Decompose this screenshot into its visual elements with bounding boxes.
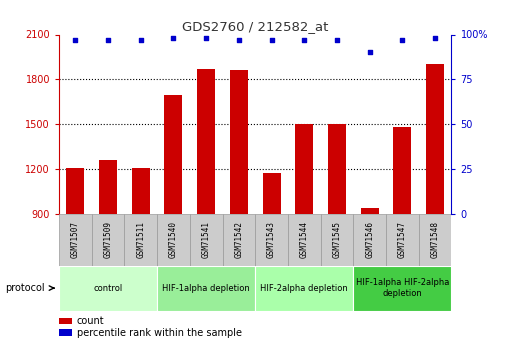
Point xyxy=(169,35,177,41)
Text: GSM71542: GSM71542 xyxy=(234,221,243,258)
Point xyxy=(333,37,341,43)
Text: HIF-1alpha depletion: HIF-1alpha depletion xyxy=(162,284,250,293)
Bar xyxy=(59,318,72,324)
Bar xyxy=(353,266,451,311)
Bar xyxy=(230,70,248,214)
Bar xyxy=(295,124,313,214)
Bar xyxy=(190,214,223,266)
Bar xyxy=(165,95,183,214)
Text: GSM71545: GSM71545 xyxy=(332,221,342,258)
Text: control: control xyxy=(93,284,123,293)
Text: GSM71507: GSM71507 xyxy=(71,221,80,258)
Bar xyxy=(393,127,411,214)
Bar xyxy=(288,214,321,266)
Text: percentile rank within the sample: percentile rank within the sample xyxy=(77,328,242,337)
Point xyxy=(366,50,374,55)
Bar xyxy=(223,214,255,266)
Text: HIF-2alpha depletion: HIF-2alpha depletion xyxy=(261,284,348,293)
Point xyxy=(398,37,406,43)
Point xyxy=(136,37,145,43)
Bar xyxy=(59,329,72,336)
Bar xyxy=(124,214,157,266)
Point xyxy=(71,37,80,43)
Bar xyxy=(263,173,281,214)
Text: GSM71543: GSM71543 xyxy=(267,221,276,258)
Bar xyxy=(132,168,150,214)
Bar xyxy=(197,69,215,214)
Text: GSM71540: GSM71540 xyxy=(169,221,178,258)
Bar xyxy=(361,208,379,214)
Text: GSM71548: GSM71548 xyxy=(430,221,440,258)
Bar xyxy=(99,160,117,214)
Bar xyxy=(419,214,451,266)
Point xyxy=(235,37,243,43)
Text: count: count xyxy=(77,316,105,326)
Bar xyxy=(426,65,444,214)
Bar xyxy=(59,214,92,266)
Bar xyxy=(92,214,125,266)
Bar xyxy=(255,214,288,266)
Bar xyxy=(255,266,353,311)
Title: GDS2760 / 212582_at: GDS2760 / 212582_at xyxy=(182,20,328,33)
Bar xyxy=(157,266,255,311)
Bar xyxy=(157,214,190,266)
Text: GSM71547: GSM71547 xyxy=(398,221,407,258)
Text: GSM71541: GSM71541 xyxy=(202,221,211,258)
Bar xyxy=(328,124,346,214)
Text: GSM71511: GSM71511 xyxy=(136,221,145,258)
Text: GSM71509: GSM71509 xyxy=(104,221,112,258)
Point xyxy=(300,37,308,43)
Bar xyxy=(321,214,353,266)
Text: HIF-1alpha HIF-2alpha
depletion: HIF-1alpha HIF-2alpha depletion xyxy=(356,278,449,298)
Text: GSM71546: GSM71546 xyxy=(365,221,374,258)
Bar xyxy=(353,214,386,266)
Bar xyxy=(66,168,84,214)
Point xyxy=(431,35,439,41)
Point xyxy=(202,35,210,41)
Text: protocol: protocol xyxy=(5,283,45,293)
Text: GSM71544: GSM71544 xyxy=(300,221,309,258)
Point xyxy=(267,37,275,43)
Bar xyxy=(59,266,157,311)
Bar xyxy=(386,214,419,266)
Point xyxy=(104,37,112,43)
